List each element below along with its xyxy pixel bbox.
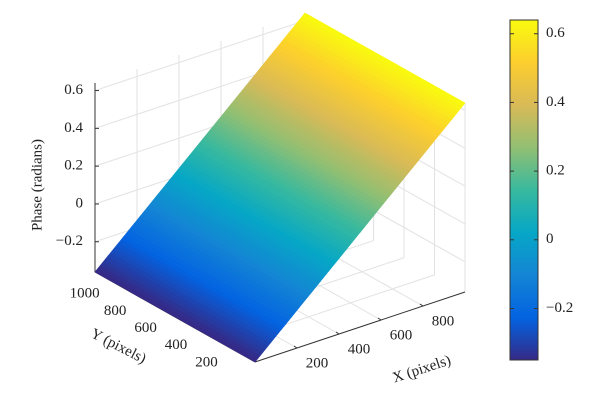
y-tick-label: 600: [134, 320, 157, 336]
x-tick-label: 800: [432, 313, 455, 329]
x-tick: [293, 345, 298, 349]
z-tick-label: 0.2: [64, 158, 83, 174]
z-tick-label: −0.2: [56, 233, 83, 249]
y-tick-label: 800: [104, 303, 127, 319]
surface-strip: [301, 12, 466, 107]
colorbar-tick-label: −0.2: [546, 300, 573, 316]
y-tick-label: 400: [165, 337, 188, 353]
x-tick-label: 400: [348, 341, 371, 357]
colorbar-tick-label: 0.4: [546, 94, 565, 110]
y-tick-label: 1000: [70, 286, 100, 302]
x-tick-label: 200: [306, 355, 329, 371]
z-tick-label: 0.6: [64, 82, 83, 98]
x-tick: [419, 303, 424, 307]
grid-line: [94, 20, 306, 92]
colorbar-tick-label: 0.6: [546, 25, 565, 41]
x-axis: [254, 291, 466, 363]
colorbar-tick-label: 0.2: [546, 163, 565, 179]
colorbar: [509, 19, 539, 361]
x-tick-label: 600: [390, 327, 413, 343]
z-tick-label: 0.4: [64, 120, 83, 136]
x-tick: [335, 331, 340, 335]
x-axis-label: X (pixels): [391, 353, 453, 387]
colorbar-tick-label: 0: [546, 231, 554, 247]
x-tick: [377, 317, 382, 321]
z-axis-label: Phase (radians): [29, 139, 45, 231]
z-tick-label: 0: [76, 195, 84, 211]
y-tick-label: 200: [195, 354, 218, 370]
